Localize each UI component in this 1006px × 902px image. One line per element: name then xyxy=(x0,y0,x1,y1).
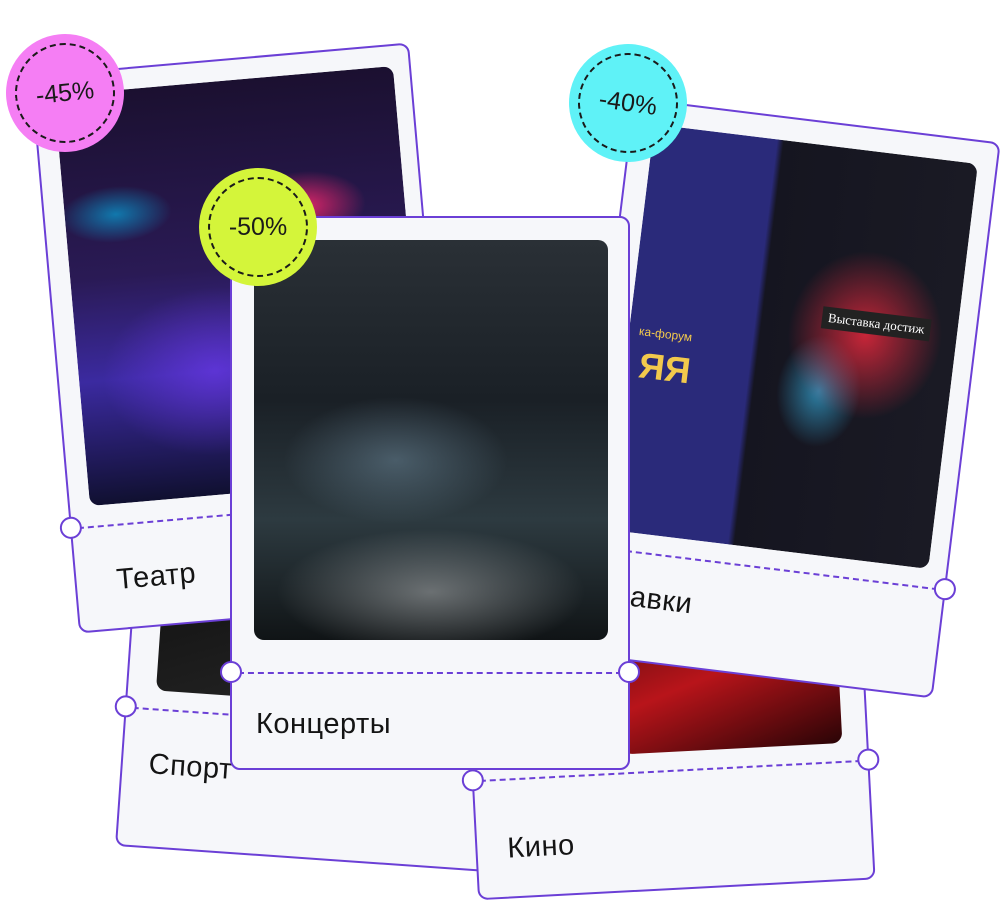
ticket-label: Театр xyxy=(115,557,198,596)
photo-sign: ка-форум xyxy=(638,324,693,345)
photo-big-text: ЯЯ xyxy=(636,344,693,392)
exhibition-photo: ка-форум ЯЯ Выставка достиж xyxy=(604,124,978,569)
concert-photo xyxy=(254,240,608,640)
ticket-label: Концерты xyxy=(256,708,392,740)
ticket-label: Спорт xyxy=(147,748,234,786)
ticket-card-concerts[interactable]: Концерты xyxy=(220,216,640,770)
discount-badge-concerts: -50% xyxy=(199,168,317,286)
photo-banner: Выставка достиж xyxy=(820,306,932,342)
ticket-label: Кино xyxy=(506,829,576,865)
ticket-card-exhibitions[interactable]: ка-форум ЯЯ Выставка достиж вавки xyxy=(565,97,1001,699)
